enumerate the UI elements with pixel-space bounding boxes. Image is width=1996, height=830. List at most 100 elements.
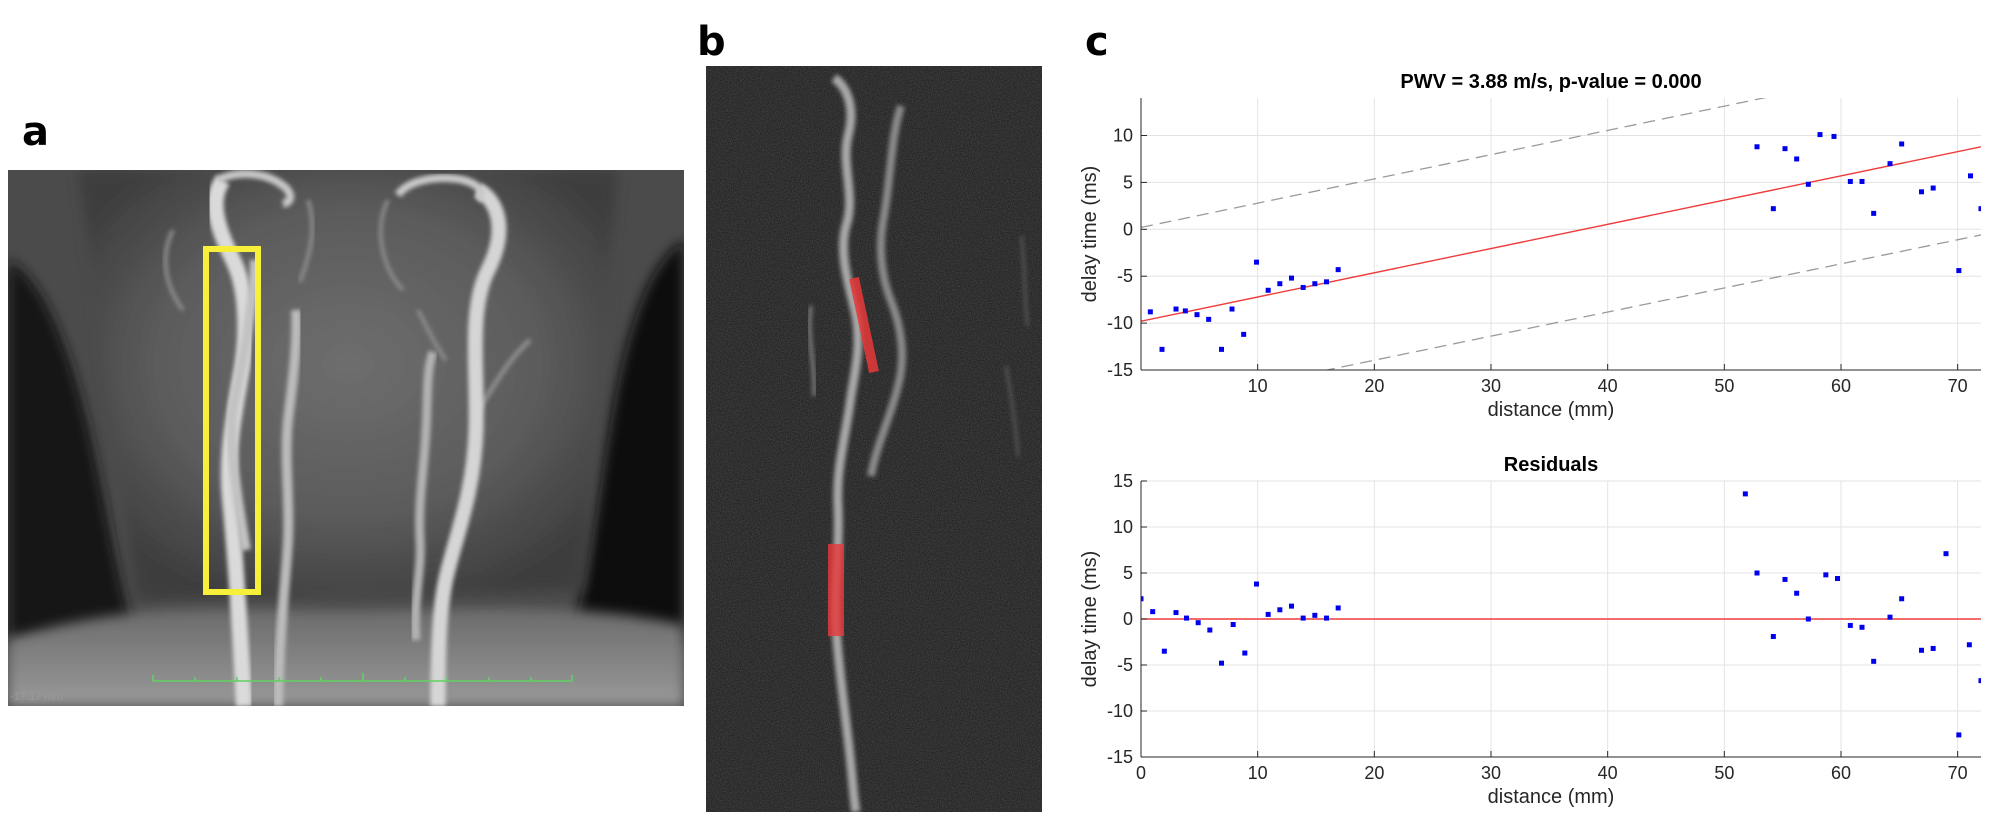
x-tick-label: 30 [1481, 376, 1501, 396]
x-tick-label: 20 [1364, 376, 1384, 396]
data-point [1831, 133, 1837, 139]
data-point [1817, 132, 1823, 138]
data-point [1966, 642, 1972, 648]
scale-readout: -17.17 mm [10, 691, 63, 703]
y-tick-label: 10 [1113, 517, 1133, 537]
y-tick-label: 15 [1113, 471, 1133, 491]
x-tick-label: 40 [1598, 376, 1618, 396]
data-point [1930, 645, 1936, 651]
data-point [1770, 206, 1776, 212]
shoulder-region [8, 608, 684, 706]
data-point [1847, 622, 1853, 628]
data-point [1194, 312, 1200, 318]
y-tick-label: -10 [1107, 313, 1133, 333]
panel-b-segmentation [706, 66, 1042, 812]
x-tick-label: 70 [1948, 763, 1968, 783]
data-point [1805, 181, 1811, 187]
segment-overlay-upper [849, 276, 879, 374]
data-point [1254, 581, 1259, 587]
data-point [1754, 144, 1760, 150]
x-tick-label: 70 [1948, 376, 1968, 396]
data-point [1919, 189, 1924, 195]
right-vertebral-artery [410, 350, 438, 641]
y-tick-label: -5 [1117, 655, 1133, 675]
data-point [1312, 281, 1318, 287]
data-point [1161, 648, 1167, 654]
data-point [1173, 306, 1179, 312]
y-tick-label: -15 [1107, 747, 1133, 767]
data-point [1241, 331, 1247, 337]
vessel-branch [475, 338, 532, 412]
vessel-segment [1004, 365, 1020, 457]
data-point [1184, 615, 1189, 621]
y-tick-label: 0 [1123, 609, 1133, 629]
data-point [1887, 161, 1893, 167]
right-carotid-artery [430, 183, 507, 706]
data-point [1919, 647, 1924, 653]
data-point [1943, 551, 1949, 557]
x-axis-title: distance (mm) [1488, 786, 1615, 808]
data-point [1242, 650, 1248, 656]
data-point [1899, 596, 1905, 602]
data-point [1206, 316, 1212, 322]
vessel-segment [867, 104, 906, 477]
x-tick-label: 0 [1136, 763, 1146, 783]
panel-a-angiogram: -17.17 mm [8, 170, 684, 706]
data-point [1794, 156, 1800, 162]
data-point [1254, 259, 1259, 265]
data-point [1956, 732, 1962, 738]
lower-bound-line [1323, 234, 1981, 370]
data-point [1978, 206, 1981, 212]
data-point [1195, 620, 1201, 626]
data-point [1859, 624, 1865, 630]
chart-1: 10 20 30 40 50 60 70 -15 -10 -5 0 5 10 PWV = 3.88 m/s… [1079, 71, 1981, 421]
data-point [1207, 627, 1213, 633]
data-point [1956, 268, 1962, 274]
data-point [1978, 678, 1981, 684]
chart-2: 0 10 20 30 40 50 60 70 -15 -10 -5 0 5 10 15 Residuals di… [1079, 454, 1981, 808]
data-point [1887, 614, 1893, 620]
data-point [1823, 572, 1829, 578]
left-dark-region [8, 260, 138, 640]
data-point [1300, 615, 1306, 621]
roi-box [203, 246, 261, 595]
x-tick-label: 60 [1831, 376, 1851, 396]
x-tick-label: 50 [1714, 763, 1734, 783]
data-point [1289, 603, 1294, 609]
data-point [1335, 267, 1341, 273]
segment-overlay-lower [828, 544, 844, 636]
y-tick-label: -5 [1117, 266, 1133, 286]
data-point [1277, 607, 1283, 613]
left-internal-carotid [226, 259, 260, 551]
data-point [1335, 605, 1341, 611]
neck-tissue [78, 170, 618, 600]
vessel-branch [416, 309, 448, 362]
data-point [1930, 185, 1936, 191]
plot-area [1141, 98, 1981, 370]
data-point [1159, 346, 1165, 352]
y-axis-title: delay time (ms) [1079, 166, 1101, 303]
data-point [1871, 658, 1877, 664]
data-point [1265, 287, 1271, 293]
panel-b-label: b [697, 19, 726, 65]
plot-area [1141, 481, 1981, 757]
x-tick-label: 10 [1248, 763, 1268, 783]
x-tick-label: 20 [1364, 763, 1384, 783]
data-point [1770, 633, 1776, 639]
upper-bound-line [1141, 98, 1767, 229]
left-vertebral-artery [273, 309, 302, 706]
data-point [1835, 576, 1840, 582]
vessel-segment [831, 74, 863, 812]
x-tick-label: 40 [1598, 763, 1618, 783]
x-tick-label: 10 [1248, 376, 1268, 396]
plot-title: Residuals [1504, 454, 1598, 476]
data-point [1968, 173, 1973, 179]
data-point [1859, 178, 1865, 184]
scale-bar [152, 673, 573, 682]
vessel-branch [163, 229, 185, 312]
vessel-branch [298, 199, 315, 283]
vessel-branch [378, 199, 405, 292]
data-point [1289, 275, 1294, 281]
data-point [1230, 622, 1236, 628]
vessel-segment [807, 305, 817, 397]
